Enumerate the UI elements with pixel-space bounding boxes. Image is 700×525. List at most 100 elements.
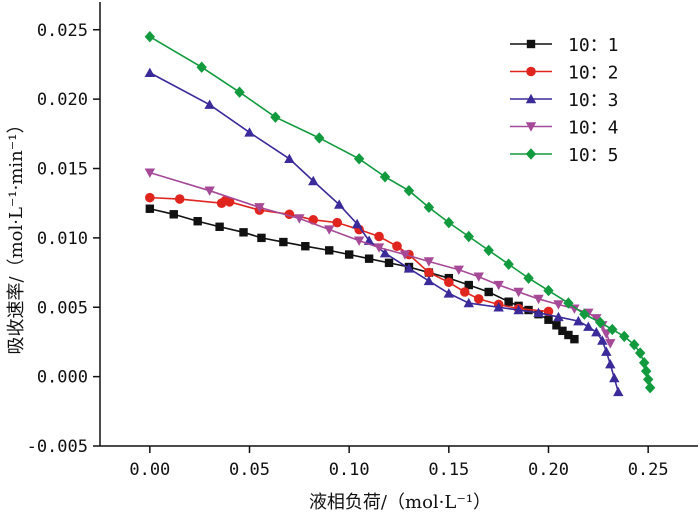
data-point: [145, 204, 155, 213]
data-point: [144, 30, 156, 43]
y-tick-label: -0.005: [27, 437, 88, 457]
data-point: [257, 233, 266, 243]
data-point: [325, 246, 334, 255]
data-point: [215, 222, 224, 231]
data-point: [591, 327, 602, 337]
data-point: [403, 263, 415, 273]
legend-item: 10：3: [510, 90, 619, 111]
data-point: [629, 339, 640, 351]
data-point: [144, 67, 156, 77]
data-point: [464, 280, 473, 290]
data-point: [193, 217, 202, 226]
data-point: [244, 127, 255, 137]
data-point: [553, 300, 564, 310]
y-axis-title: 吸收速率/（mol·L⁻¹·min⁻¹）: [6, 116, 27, 355]
data-point: [569, 304, 580, 314]
legend-marker: [526, 66, 536, 77]
data-point: [493, 280, 504, 291]
data-point: [544, 315, 553, 324]
data-point: [607, 323, 618, 336]
data-point: [558, 326, 567, 336]
x-tick-label: 0.20: [528, 460, 569, 480]
data-point: [239, 228, 248, 237]
data-point: [570, 334, 579, 344]
x-tick-label: 0.05: [229, 460, 270, 480]
data-point: [392, 241, 402, 251]
series-4: [144, 168, 616, 349]
data-point: [583, 321, 594, 331]
data-point: [351, 218, 363, 229]
data-point: [204, 186, 215, 196]
data-point: [459, 287, 470, 297]
data-point: [595, 316, 606, 329]
data-point: [573, 315, 584, 326]
data-point: [463, 297, 474, 308]
data-point: [284, 153, 295, 163]
data-point: [254, 203, 265, 213]
data-point: [463, 230, 474, 243]
data-point: [384, 258, 394, 268]
y-tick-label: 0.010: [37, 229, 88, 249]
data-point: [605, 358, 616, 369]
data-point: [279, 237, 288, 247]
data-point: [301, 242, 310, 251]
series-3: [144, 67, 624, 397]
series-1: [145, 204, 579, 344]
data-point: [634, 347, 646, 359]
series-line: [149, 72, 620, 393]
x-tick-label: 0.25: [628, 460, 669, 480]
series-5: [144, 30, 656, 394]
data-point: [353, 153, 365, 165]
legend-item: 10：2: [510, 63, 619, 84]
data-point: [353, 236, 365, 246]
data-point: [453, 265, 464, 275]
legend-marker: [525, 148, 537, 160]
data-point: [399, 250, 411, 260]
data-point: [270, 111, 281, 123]
data-point: [609, 372, 620, 383]
data-point: [344, 250, 354, 259]
legend-label: 10：1: [568, 35, 619, 56]
data-point: [591, 314, 602, 324]
y-tick-label: 0.015: [37, 160, 88, 180]
y-tick-label: 0.000: [37, 368, 88, 388]
data-point: [553, 311, 564, 322]
data-point: [224, 197, 235, 207]
data-point: [204, 99, 215, 109]
data-point: [373, 243, 385, 253]
data-point: [563, 297, 574, 309]
data-point: [601, 329, 612, 339]
data-point: [196, 61, 207, 73]
data-point: [564, 330, 573, 340]
data-point: [308, 175, 319, 186]
data-point: [543, 284, 554, 297]
data-point: [424, 267, 434, 278]
x-tick-label: 0.10: [329, 460, 370, 480]
data-point: [483, 244, 494, 257]
legend-marker: [525, 122, 537, 132]
legend-marker: [525, 93, 537, 104]
y-tick-label: 0.005: [37, 298, 88, 318]
series-layer: [144, 30, 656, 397]
legend-label: 10：3: [568, 90, 619, 111]
legend-marker: [526, 39, 536, 49]
data-point: [443, 216, 455, 229]
data-point: [234, 86, 245, 98]
data-point: [444, 277, 454, 288]
data-point: [613, 386, 624, 397]
legend: 10：1 10：2 10：3 10：4 10：5: [510, 35, 619, 166]
data-point: [423, 201, 435, 214]
data-point: [443, 288, 455, 298]
data-point: [324, 225, 335, 235]
legend-item: 10：1: [510, 35, 619, 56]
data-point: [523, 272, 534, 284]
y-tick-label: 0.020: [37, 90, 88, 110]
legend-item: 10：4: [510, 118, 619, 139]
x-tick-label: 0.15: [428, 460, 469, 480]
data-point: [144, 168, 156, 178]
axes: 0.00 0.05 0.10 0.15 0.20 0.25 -0.005 0.000 0.005…: [27, 2, 698, 480]
legend-label: 10：4: [568, 118, 619, 139]
data-point: [473, 272, 484, 282]
